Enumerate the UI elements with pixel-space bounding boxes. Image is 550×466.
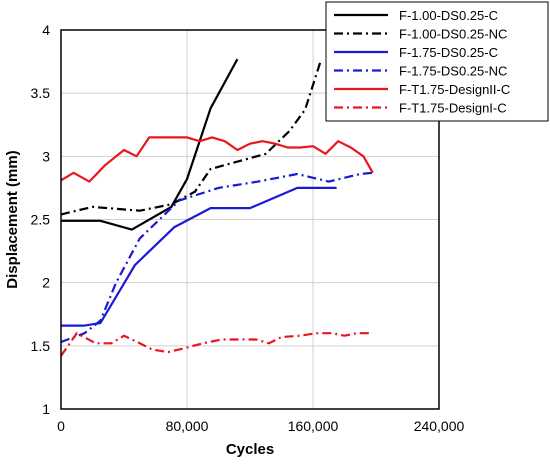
data-series bbox=[60, 58, 374, 357]
x-tick-label: 80,000 bbox=[166, 418, 209, 434]
y-tick-label: 1.5 bbox=[31, 338, 51, 354]
series-line-2 bbox=[60, 59, 322, 216]
y-axis-title: Displacement (mm) bbox=[4, 150, 21, 288]
series-line-4 bbox=[60, 171, 373, 344]
y-tick-label: 4 bbox=[42, 22, 50, 38]
series-line-1 bbox=[61, 58, 239, 231]
y-tick-label: 1 bbox=[42, 401, 50, 417]
y-tick-label: 2.5 bbox=[31, 212, 51, 228]
x-tick-label: 0 bbox=[57, 418, 65, 434]
legend-box bbox=[325, 1, 549, 122]
y-tick-label: 2 bbox=[42, 275, 50, 291]
series-line-6 bbox=[60, 332, 373, 357]
y-axis-ticks: 1 1.5 2 2.5 3 3.5 4 bbox=[31, 22, 51, 417]
y-tick-label: 3.5 bbox=[31, 85, 51, 101]
legend-label: F-1.00-DS0.25-C bbox=[399, 8, 498, 23]
x-axis-ticks: 0 80,000 160,000 240,000 bbox=[57, 418, 464, 434]
plot-frame bbox=[60, 29, 440, 410]
legend-label: F-T1.75-DesignI-C bbox=[399, 101, 507, 116]
x-tick-label: 160,000 bbox=[288, 418, 339, 434]
series-line-3 bbox=[61, 186, 337, 327]
x-tick-label: 240,000 bbox=[414, 418, 465, 434]
y-tick-label: 3 bbox=[42, 148, 50, 164]
legend-label: F-T1.75-DesignII-C bbox=[399, 82, 510, 97]
legend: F-1.00-DS0.25-C F-1.00-DS0.25-NC F-1.75-DS… bbox=[325, 1, 549, 122]
legend-label: F-1.00-DS0.25-NC bbox=[399, 27, 507, 42]
series-line-5 bbox=[60, 136, 374, 183]
legend-label: F-1.75-DS0.25-NC bbox=[399, 64, 507, 79]
legend-label: F-1.75-DS0.25-C bbox=[399, 45, 498, 60]
x-axis-title: Cycles bbox=[226, 441, 274, 458]
